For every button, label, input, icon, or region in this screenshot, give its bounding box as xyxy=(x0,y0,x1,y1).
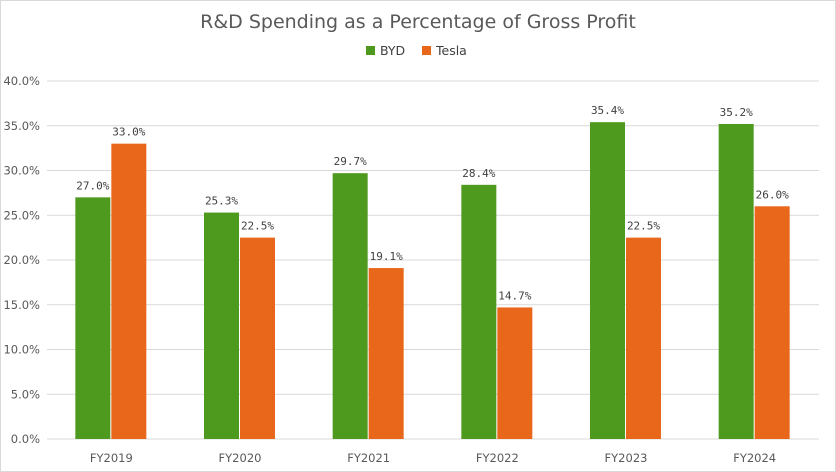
data-label: 35.2% xyxy=(720,106,753,119)
data-labels: 27.0%33.0%25.3%22.5%29.7%19.1%28.4%14.7%… xyxy=(76,104,789,302)
x-tick-label: FY2023 xyxy=(605,451,648,465)
bar-byd-fy2020 xyxy=(204,212,239,439)
data-label: 29.7% xyxy=(334,155,367,168)
bar-byd-fy2023 xyxy=(590,122,625,440)
data-label: 35.4% xyxy=(591,104,624,117)
bar-tesla-fy2020 xyxy=(240,237,275,439)
chart-title: R&D Spending as a Percentage of Gross Pr… xyxy=(200,11,636,33)
data-label: 28.4% xyxy=(462,167,495,180)
x-axis: FY2019 FY2020 FY2021 FY2022 FY2023 FY2024 xyxy=(90,451,776,465)
data-label: 33.0% xyxy=(112,126,145,139)
y-tick-label: 15.0% xyxy=(3,298,40,312)
bar-tesla-fy2024 xyxy=(754,206,790,439)
y-tick-label: 35.0% xyxy=(3,119,40,133)
bar-byd-fy2024 xyxy=(718,123,754,440)
bars xyxy=(75,122,790,440)
legend-swatch-byd xyxy=(366,46,375,55)
data-label: 26.0% xyxy=(756,188,789,201)
bar-byd-fy2021 xyxy=(332,173,368,439)
y-axis: 0.0% 5.0% 10.0% 15.0% 20.0% 25.0% 30.0% 35.0% 40… xyxy=(3,74,40,446)
bar-tesla-fy2022 xyxy=(497,307,533,439)
bar-byd-fy2022 xyxy=(461,184,497,439)
legend: BYD Tesla xyxy=(366,43,467,58)
y-tick-label: 40.0% xyxy=(3,74,40,88)
bar-tesla-fy2021 xyxy=(368,268,404,439)
bar-tesla-fy2019 xyxy=(111,143,147,439)
data-label: 27.0% xyxy=(76,179,109,192)
y-tick-label: 0.0% xyxy=(11,432,40,446)
bar-tesla-fy2023 xyxy=(626,237,661,439)
data-label: 19.1% xyxy=(370,250,403,263)
x-tick-label: FY2024 xyxy=(733,451,776,465)
legend-label-byd: BYD xyxy=(380,43,405,58)
x-tick-label: FY2020 xyxy=(219,451,262,465)
x-tick-label: FY2022 xyxy=(476,451,519,465)
data-label: 22.5% xyxy=(241,220,274,233)
y-tick-label: 10.0% xyxy=(3,343,40,357)
bar-byd-fy2019 xyxy=(75,197,111,439)
y-tick-label: 25.0% xyxy=(3,208,40,222)
y-tick-label: 5.0% xyxy=(11,387,40,401)
gridlines xyxy=(47,80,819,440)
data-label: 22.5% xyxy=(627,220,660,233)
x-tick-label: FY2019 xyxy=(90,451,133,465)
data-label: 14.7% xyxy=(498,289,531,302)
x-tick-label: FY2021 xyxy=(347,451,390,465)
legend-label-tesla: Tesla xyxy=(435,43,467,58)
legend-swatch-tesla xyxy=(422,46,431,55)
y-tick-label: 30.0% xyxy=(3,164,40,178)
y-tick-label: 20.0% xyxy=(3,253,40,267)
data-label: 25.3% xyxy=(205,195,238,208)
